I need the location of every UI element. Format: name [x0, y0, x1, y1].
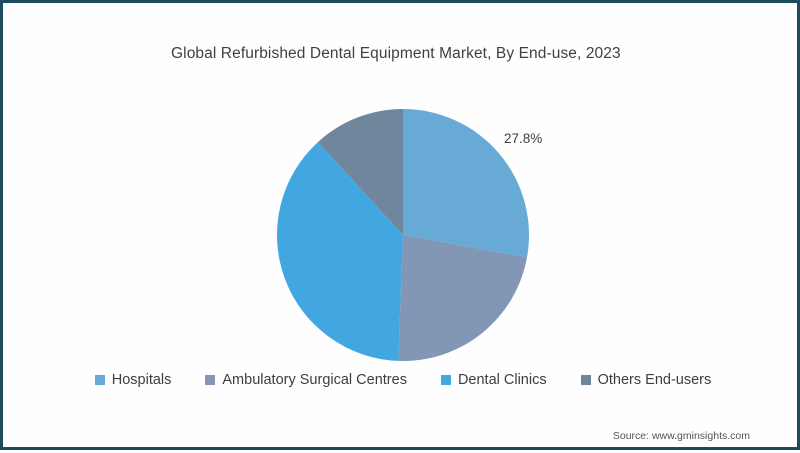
pie-chart-svg	[276, 109, 530, 361]
legend-item-label: Others End-users	[597, 372, 712, 388]
legend-item[interactable]: Hospitals	[94, 372, 172, 388]
legend-item-label: Hospitals	[111, 372, 172, 388]
legend-swatch-icon	[94, 375, 105, 386]
pie-slice[interactable]	[398, 235, 528, 361]
legend-item[interactable]: Dental Clinics	[440, 372, 547, 388]
pie-slice[interactable]	[276, 142, 403, 361]
page-title: Global Refurbished Dental Equipment Mark…	[171, 45, 621, 62]
legend-item[interactable]: Others End-users	[580, 372, 712, 388]
source-note: Source: www.gminsights.com	[612, 430, 750, 442]
legend-item-label: Ambulatory Surgical Centres	[222, 372, 407, 388]
pie-slice[interactable]	[403, 109, 530, 258]
legend-item[interactable]: Ambulatory Surgical Centres	[205, 373, 407, 388]
pie-chart-plot: 27.8%	[3, 3, 800, 453]
legend-swatch-icon	[205, 375, 216, 386]
chart-legend: Hospitals Ambulatory Surgical Centres Dent…	[3, 373, 800, 388]
legend-item-label: Dental Clinics	[457, 372, 547, 388]
pie-slice[interactable]	[317, 109, 403, 235]
pie-slice-group	[276, 109, 530, 361]
legend-swatch-icon	[580, 375, 591, 386]
legend-swatch-icon	[440, 375, 451, 386]
pie-data-label-hospitals: 27.8%	[504, 131, 543, 146]
